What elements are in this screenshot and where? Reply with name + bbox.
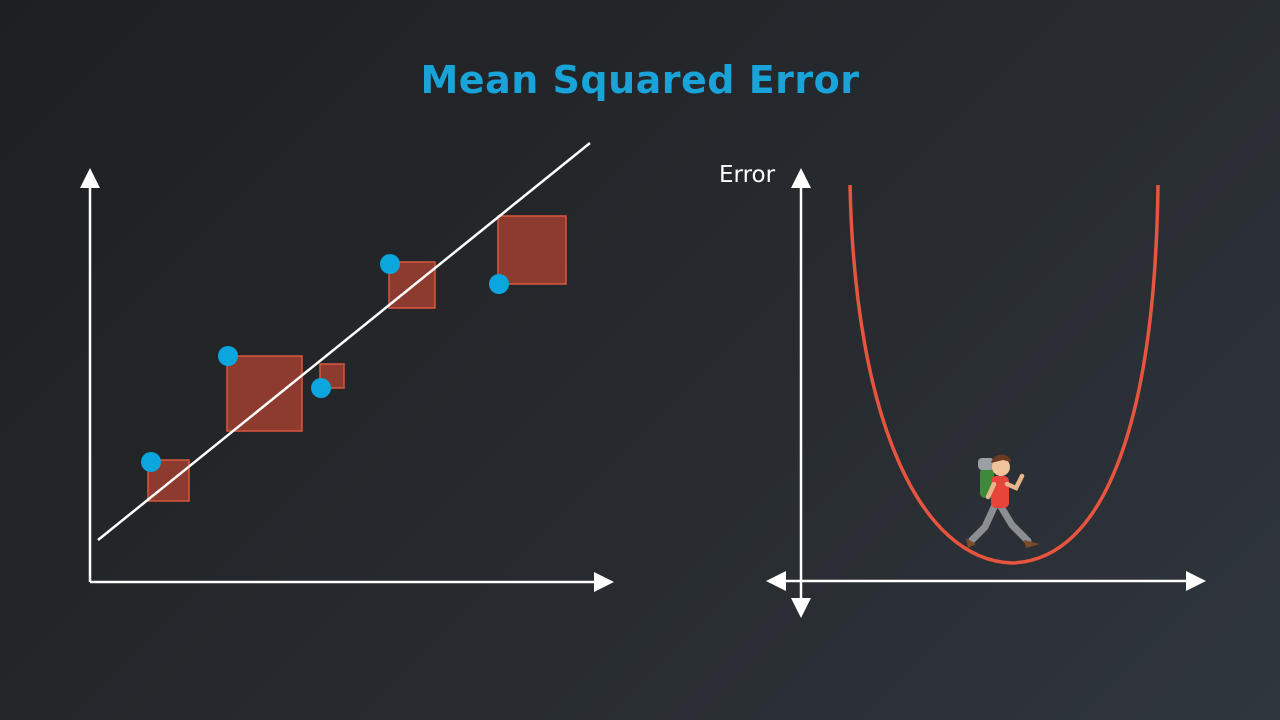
data-point-1 <box>141 452 161 472</box>
data-point-2 <box>218 346 238 366</box>
regression-line <box>97 142 591 541</box>
data-point-5 <box>489 274 509 294</box>
error-curve <box>848 184 1160 565</box>
hiker-character-icon <box>966 454 1040 548</box>
error-square-5 <box>497 215 567 285</box>
slide-title: Mean Squared Error <box>420 58 860 102</box>
data-point-3 <box>311 378 331 398</box>
data-point-4 <box>380 254 400 274</box>
left-plot <box>80 142 614 592</box>
right-plot: Error <box>719 162 1206 618</box>
error-axis-label: Error <box>719 162 776 188</box>
error-square-2 <box>226 355 303 432</box>
